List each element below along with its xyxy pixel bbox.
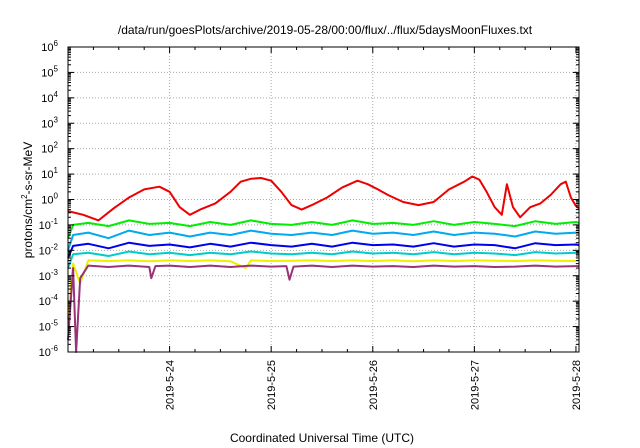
y-axis-ticks: 10-6 10-5 10-4 10-3 10-2 10-1 100 101 102 103 104 1… — [39, 39, 579, 359]
y-tick-label: 101 — [41, 166, 58, 181]
x-tick-label: 2019-5-28 — [571, 360, 583, 410]
x-tick-label: 2019-5-24 — [165, 360, 177, 410]
y-tick-label: 105 — [41, 64, 58, 79]
y-tick-label: 10-6 — [39, 344, 59, 359]
grid-lines — [68, 47, 579, 352]
data-series — [67, 175, 580, 353]
y-tick-label: 104 — [41, 90, 58, 105]
y-tick-label: 10-4 — [39, 293, 59, 308]
y-tick-label: 10-3 — [39, 268, 59, 283]
series-line-6 — [67, 259, 579, 319]
y-tick-label: 10-5 — [39, 319, 59, 334]
x-axis-label: Coordinated Universal Time (UTC) — [230, 431, 414, 445]
series-line-2 — [67, 219, 580, 239]
x-axis-ticks: 2019-5-24 2019-5-25 2019-5-26 2019-5-27 2019… — [92, 47, 583, 410]
series-line-1 — [67, 175, 580, 222]
y-axis-label: protons/cm2-s-sr-MeV — [20, 142, 35, 258]
y-tick-label: 10-1 — [39, 217, 59, 232]
series-line-7 — [67, 264, 579, 353]
y-tick-label: 100 — [41, 192, 58, 207]
chart-title: /data/run/goesPlots/archive/2019-05-28/0… — [118, 23, 533, 37]
y-tick-label: 106 — [41, 39, 58, 54]
series-line-4 — [67, 241, 580, 259]
x-tick-label: 2019-5-27 — [469, 360, 481, 410]
y-tick-label: 10-2 — [39, 242, 59, 257]
series-line-5 — [67, 250, 580, 269]
y-tick-label: 103 — [41, 115, 58, 130]
y-tick-label: 102 — [41, 141, 58, 156]
x-tick-label: 2019-5-26 — [368, 360, 380, 410]
series-line-3 — [67, 229, 580, 251]
x-tick-label: 2019-5-25 — [266, 360, 278, 410]
